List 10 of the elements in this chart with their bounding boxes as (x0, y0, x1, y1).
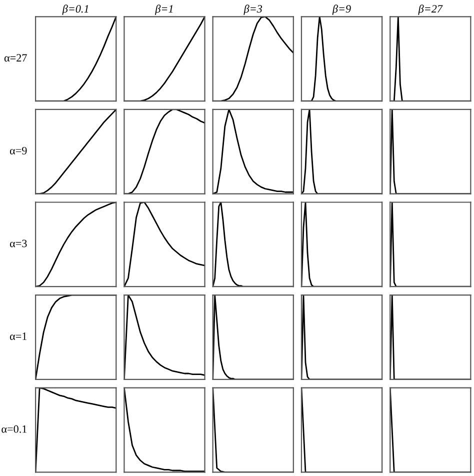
y-axis-title: α=3 (10, 240, 27, 248)
y-axis-title: α=9 (10, 146, 27, 154)
chart-title: β=27 (418, 4, 443, 15)
y-axis-title: α=0.1 (2, 425, 27, 433)
chart-title: β=1 (155, 4, 173, 15)
chart-title: β=9 (332, 4, 351, 15)
y-axis-title: α=1 (10, 332, 27, 340)
chart-title: β=0.1 (62, 4, 88, 15)
chart-title: β=3 (244, 4, 262, 15)
y-axis-title: α=27 (4, 54, 27, 62)
